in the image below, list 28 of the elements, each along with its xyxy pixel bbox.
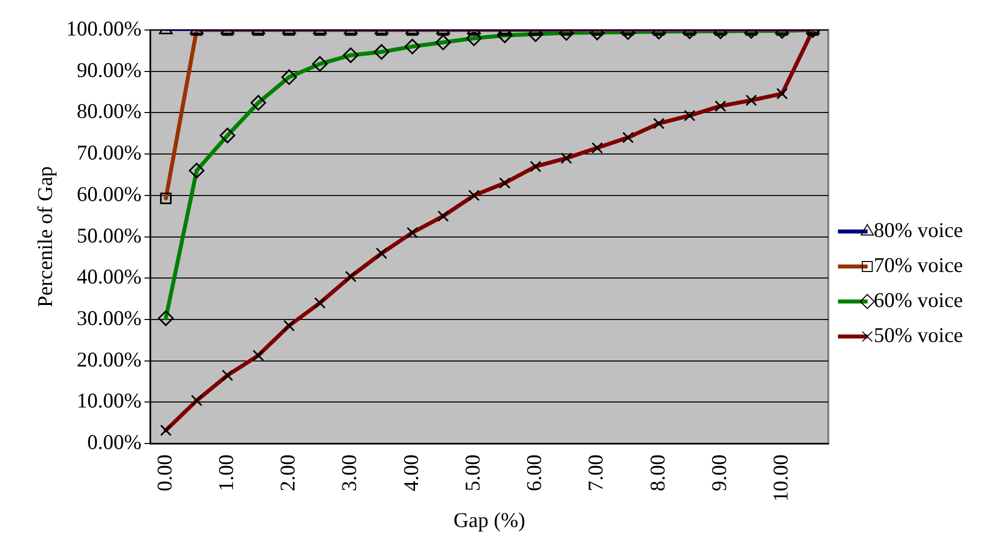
x-tick-label: 8.00 [645, 454, 670, 492]
legend-label: 50% voice [874, 323, 964, 348]
x-tick-label: 9.00 [706, 454, 731, 492]
x-tick-label: 7.00 [584, 454, 608, 492]
legend-label: 80% voice [874, 218, 964, 242]
x-tick-label: 1.00 [214, 454, 238, 492]
x-tick-label: 0.00 [152, 454, 176, 492]
x-tick-label: 6.00 [522, 454, 546, 492]
y-tick-label: 80.00% [76, 99, 142, 124]
y-tick-label: 10.00% [76, 388, 142, 413]
legend-label: 60% voice [874, 288, 964, 312]
y-tick-label: 60.00% [76, 182, 142, 206]
y-tick-label: 70.00% [76, 140, 142, 165]
y-tick-label: 30.00% [76, 306, 142, 330]
y-tick-label: 50.00% [76, 223, 142, 248]
y-tick-label: 0.00% [87, 430, 142, 454]
legend-label: 70% voice [874, 253, 964, 278]
x-tick-label: 3.00 [337, 454, 362, 492]
y-tick-label: 40.00% [76, 264, 142, 289]
y-tick-label: 20.00% [76, 347, 142, 372]
y-tick-label: 100.00% [66, 16, 142, 41]
y-axis-title: Percenile of Gap [33, 166, 58, 308]
x-tick-label: 2.00 [276, 454, 300, 492]
y-tick-label: 90.00% [76, 58, 142, 82]
x-tick-label: 4.00 [398, 454, 423, 492]
x-tick-label: 5.00 [460, 454, 484, 492]
x-tick-label: 10.00 [768, 454, 793, 502]
x-axis-title: Gap (%) [454, 508, 526, 532]
